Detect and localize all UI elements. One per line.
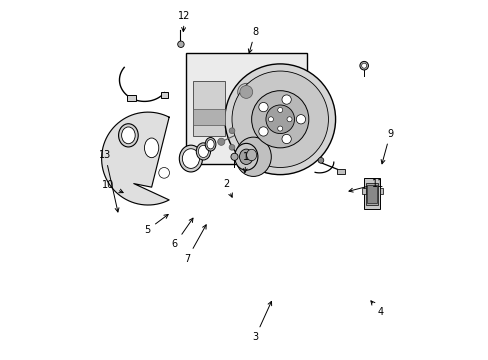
Ellipse shape — [179, 145, 202, 172]
Circle shape — [258, 103, 267, 112]
Bar — [362, 188, 365, 194]
Text: 4: 4 — [370, 301, 383, 317]
Circle shape — [224, 64, 335, 175]
Circle shape — [286, 117, 291, 122]
Text: 7: 7 — [184, 225, 206, 264]
Circle shape — [237, 84, 254, 100]
Circle shape — [255, 105, 272, 123]
Circle shape — [217, 138, 224, 145]
Circle shape — [359, 62, 367, 70]
Ellipse shape — [235, 137, 271, 176]
Bar — [379, 188, 382, 194]
Circle shape — [251, 91, 308, 148]
Polygon shape — [102, 112, 169, 205]
Bar — [126, 95, 135, 102]
Text: 8: 8 — [248, 27, 258, 53]
Circle shape — [229, 144, 234, 150]
Circle shape — [231, 71, 328, 167]
Ellipse shape — [246, 149, 256, 161]
Circle shape — [317, 157, 323, 163]
Ellipse shape — [118, 124, 138, 147]
Bar — [160, 93, 167, 98]
Text: 2: 2 — [223, 179, 232, 197]
Text: 6: 6 — [171, 218, 193, 249]
Text: 11: 11 — [348, 179, 384, 192]
Circle shape — [282, 134, 291, 144]
Polygon shape — [285, 97, 299, 147]
Ellipse shape — [206, 140, 214, 149]
Text: 13: 13 — [99, 150, 119, 212]
Circle shape — [229, 128, 234, 134]
Text: 3: 3 — [252, 301, 271, 342]
Bar — [185, 53, 306, 164]
Bar — [364, 178, 380, 208]
Circle shape — [257, 108, 270, 121]
Circle shape — [258, 127, 267, 136]
Circle shape — [159, 167, 169, 178]
Circle shape — [240, 86, 252, 98]
Circle shape — [361, 63, 366, 68]
Ellipse shape — [198, 145, 208, 157]
Ellipse shape — [234, 143, 257, 170]
Bar — [366, 185, 377, 203]
Circle shape — [277, 126, 282, 131]
Bar — [192, 109, 224, 125]
Ellipse shape — [239, 149, 253, 165]
Circle shape — [265, 105, 294, 134]
Circle shape — [277, 108, 282, 112]
Ellipse shape — [144, 138, 159, 158]
Text: 10: 10 — [102, 180, 123, 193]
Text: 1: 1 — [243, 152, 249, 172]
Bar — [336, 169, 344, 174]
Circle shape — [177, 41, 184, 48]
Text: 5: 5 — [144, 215, 168, 235]
Ellipse shape — [205, 138, 216, 151]
Circle shape — [230, 153, 238, 160]
Bar — [192, 81, 224, 136]
Ellipse shape — [182, 149, 199, 168]
Ellipse shape — [196, 143, 210, 160]
Text: 12: 12 — [178, 11, 190, 31]
Circle shape — [268, 117, 273, 122]
Ellipse shape — [122, 127, 135, 144]
Circle shape — [282, 95, 291, 104]
Bar — [365, 183, 377, 205]
Circle shape — [296, 114, 305, 124]
Text: 9: 9 — [380, 129, 392, 164]
